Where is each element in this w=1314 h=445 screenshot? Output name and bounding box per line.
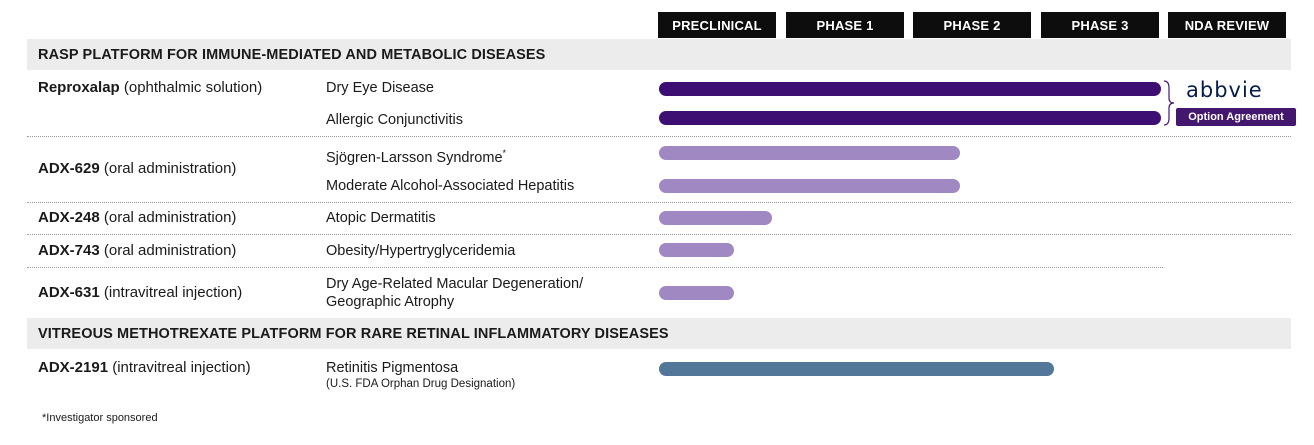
drug-label-adx-248: ADX-248 (oral administration) [38, 209, 237, 226]
drug-label-adx-2191: ADX-2191 (intravitreal injection) [38, 359, 251, 376]
indication-label-dry-amd: Dry Age-Related Macular Degeneration/Geo… [326, 276, 584, 310]
option-agreement-badge: Option Agreement [1176, 108, 1296, 126]
progress-bar-obesity [659, 243, 734, 257]
abbvie-logo: abbvie [1186, 78, 1263, 102]
progress-bar-sjogren-larsson [659, 146, 960, 160]
phase-header-preclinical: PRECLINICAL [658, 12, 776, 38]
row-divider [27, 202, 1291, 203]
row-divider [27, 136, 1291, 137]
row-divider [27, 267, 1163, 268]
bracket-icon [1163, 80, 1175, 126]
indication-label-hepatitis: Moderate Alcohol-Associated Hepatitis [326, 178, 575, 194]
indication-label-atopic-dermatitis: Atopic Dermatitis [326, 210, 436, 226]
progress-bar-retinitis-pigmentosa [659, 362, 1054, 376]
drug-label-reproxalap: Reproxalap (ophthalmic solution) [38, 79, 263, 96]
drug-label-adx-743: ADX-743 (oral administration) [38, 242, 237, 259]
phase-header-phase-3: PHASE 3 [1041, 12, 1159, 38]
footnote: *Investigator sponsored [42, 412, 158, 424]
section-band-rasp: RASP PLATFORM FOR IMMUNE-MEDIATED AND ME… [27, 39, 1291, 70]
indication-label-obesity: Obesity/Hypertryglyceridemia [326, 243, 516, 259]
phase-header-phase-2: PHASE 2 [913, 12, 1031, 38]
progress-bar-allergic-conjunctivitis [659, 111, 1161, 125]
section-band-methotrexate: VITREOUS METHOTREXATE PLATFORM FOR RARE … [27, 318, 1291, 349]
indication-label-dry-eye: Dry Eye Disease [326, 80, 434, 96]
progress-bar-hepatitis [659, 179, 960, 193]
progress-bar-dry-eye [659, 82, 1161, 96]
indication-label-retinitis-pigmentosa: Retinitis Pigmentosa (U.S. FDA Orphan Dru… [326, 360, 516, 390]
progress-bar-dry-amd [659, 286, 734, 300]
indication-label-sjogren-larsson: Sjögren-Larsson Syndrome* [326, 148, 507, 166]
drug-label-adx-631: ADX-631 (intravitreal injection) [38, 284, 243, 301]
progress-bar-atopic-dermatitis [659, 211, 772, 225]
drug-label-adx-629: ADX-629 (oral administration) [38, 160, 237, 177]
indication-label-allergic-conjunctivitis: Allergic Conjunctivitis [326, 112, 463, 128]
phase-header-nda-review: NDA REVIEW [1168, 12, 1286, 38]
row-divider [27, 234, 1291, 235]
phase-header-phase-1: PHASE 1 [786, 12, 904, 38]
